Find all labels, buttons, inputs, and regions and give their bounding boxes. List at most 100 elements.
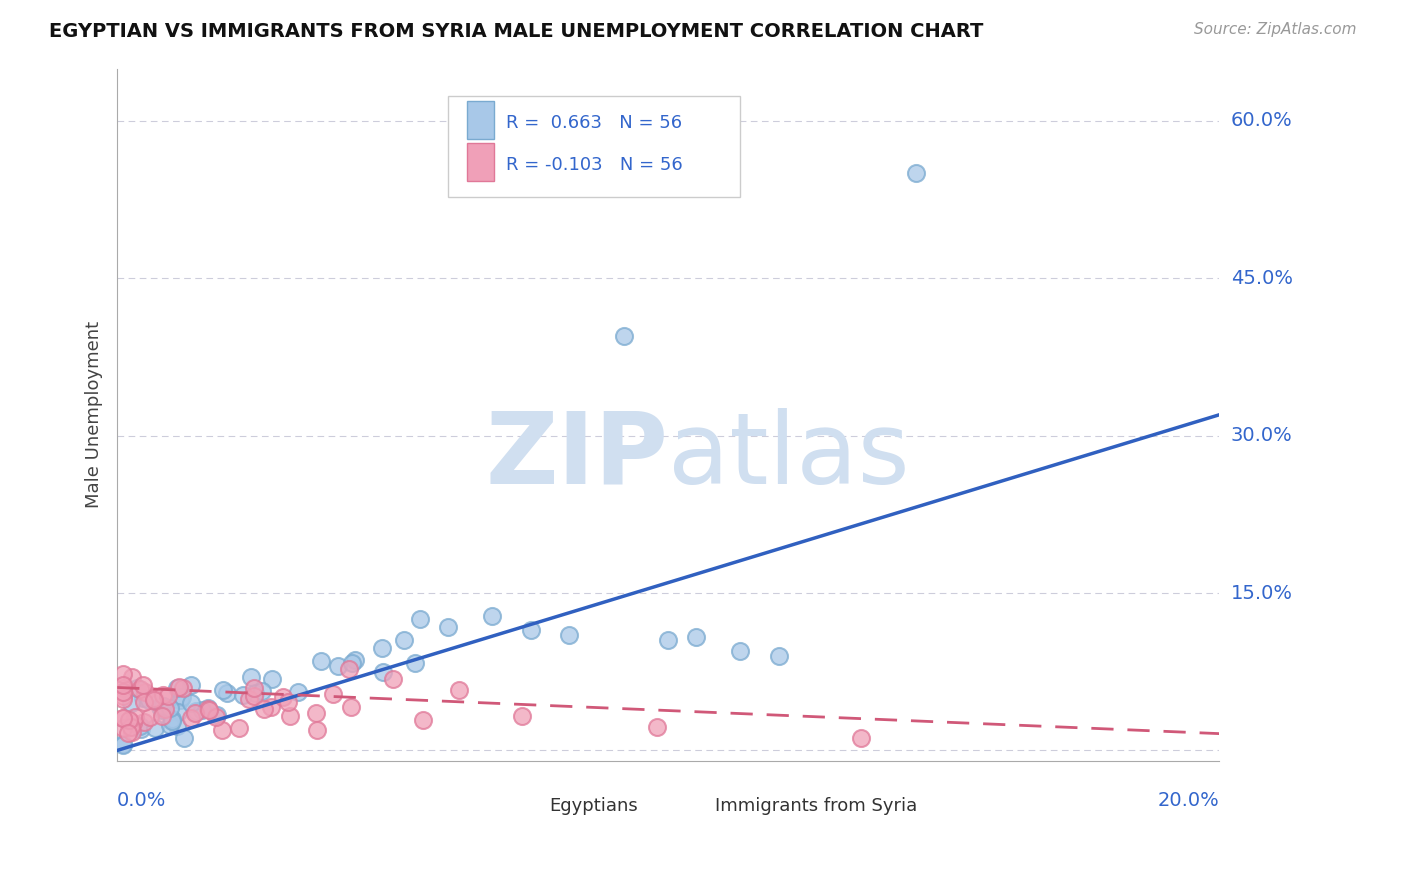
Point (156, 689, 179, 703)
Point (728, 644, 751, 658)
Point (204, 710, 226, 724)
Point (121, 724, 143, 739)
Y-axis label: Male Unemployment: Male Unemployment (86, 321, 103, 508)
Text: 20.0%: 20.0% (1157, 791, 1219, 811)
Point (184, 706, 207, 720)
Point (392, 633, 415, 648)
Text: ZIP: ZIP (485, 408, 668, 505)
Point (768, 648, 790, 663)
Text: EGYPTIAN VS IMMIGRANTS FROM SYRIA MALE UNEMPLOYMENT CORRELATION CHART: EGYPTIAN VS IMMIGRANTS FROM SYRIA MALE U… (49, 22, 984, 41)
Point (111, 721, 134, 735)
Point (657, 633, 679, 648)
Point (273, 690, 295, 705)
Point (166, 719, 188, 733)
Point (287, 685, 309, 699)
Point (198, 703, 221, 717)
Point (510, 709, 533, 723)
Point (162, 714, 184, 728)
Point (111, 691, 134, 706)
Point (205, 707, 228, 722)
Point (111, 711, 134, 725)
Point (252, 684, 274, 698)
Point (519, 623, 541, 637)
Point (326, 659, 349, 673)
Text: 45.0%: 45.0% (1230, 268, 1292, 288)
Point (152, 698, 174, 713)
Point (150, 703, 173, 717)
Point (337, 662, 360, 676)
Point (404, 656, 426, 670)
Point (167, 681, 190, 695)
Point (613, 329, 636, 343)
Bar (467, 101, 494, 139)
Point (111, 738, 134, 752)
Point (180, 696, 202, 710)
Point (558, 628, 581, 642)
Text: 30.0%: 30.0% (1230, 426, 1292, 445)
Point (132, 714, 155, 729)
Point (129, 719, 152, 733)
Point (180, 711, 202, 725)
Point (344, 653, 367, 667)
Point (228, 721, 250, 735)
Point (117, 725, 139, 739)
Point (111, 667, 134, 681)
Point (197, 701, 219, 715)
Point (132, 695, 155, 709)
Point (278, 709, 301, 723)
Point (243, 686, 266, 700)
Point (190, 703, 212, 717)
Point (304, 706, 326, 721)
Point (173, 731, 195, 746)
Point (129, 722, 152, 736)
Point (155, 702, 177, 716)
Point (260, 672, 283, 686)
Point (447, 682, 470, 697)
Point (152, 689, 174, 703)
Point (129, 681, 152, 696)
Point (232, 688, 254, 702)
Point (212, 683, 235, 698)
Point (309, 654, 332, 668)
Point (150, 709, 173, 723)
Point (159, 701, 181, 715)
Point (121, 670, 143, 684)
Point (138, 693, 160, 707)
Point (242, 689, 264, 703)
Point (172, 681, 194, 695)
Bar (679, 794, 707, 818)
Point (481, 609, 503, 624)
Text: Egyptians: Egyptians (550, 797, 638, 815)
Text: Source: ZipAtlas.com: Source: ZipAtlas.com (1194, 22, 1357, 37)
Point (111, 711, 134, 725)
Point (120, 720, 142, 734)
Point (197, 702, 219, 716)
Point (647, 720, 669, 734)
Point (905, 166, 928, 180)
Bar (515, 794, 541, 818)
Point (160, 712, 183, 726)
Point (134, 685, 156, 699)
Point (111, 681, 134, 695)
Point (152, 698, 174, 713)
Point (184, 704, 207, 718)
Point (118, 714, 141, 728)
Point (371, 665, 394, 680)
Point (143, 721, 166, 735)
Point (381, 672, 404, 686)
Point (159, 718, 181, 732)
Text: 0.0%: 0.0% (117, 791, 166, 811)
Point (169, 693, 191, 707)
Point (215, 686, 238, 700)
Point (305, 723, 328, 738)
Text: R = -0.103   N = 56: R = -0.103 N = 56 (506, 156, 683, 175)
Point (851, 731, 873, 745)
Point (125, 681, 148, 696)
Point (260, 700, 283, 714)
Point (685, 630, 707, 644)
Bar (467, 144, 494, 181)
Point (253, 702, 276, 716)
Text: atlas: atlas (668, 408, 910, 505)
Point (211, 723, 233, 738)
Point (342, 657, 364, 671)
